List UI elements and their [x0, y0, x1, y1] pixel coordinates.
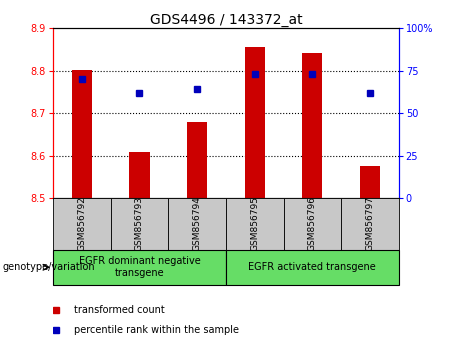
- Text: EGFR activated transgene: EGFR activated transgene: [248, 262, 376, 272]
- Bar: [226, 198, 284, 250]
- Bar: [168, 198, 226, 250]
- Bar: [341, 198, 399, 250]
- Bar: [302, 52, 322, 198]
- Bar: [111, 198, 168, 250]
- Text: genotype/variation: genotype/variation: [2, 262, 95, 272]
- Text: EGFR dominant negative
transgene: EGFR dominant negative transgene: [78, 256, 201, 278]
- Bar: [187, 122, 207, 198]
- Bar: [53, 250, 226, 285]
- Text: GSM856797: GSM856797: [366, 196, 374, 251]
- Text: GSM856794: GSM856794: [193, 196, 201, 251]
- Text: percentile rank within the sample: percentile rank within the sample: [74, 325, 239, 336]
- Bar: [72, 70, 92, 198]
- Text: GSM856792: GSM856792: [77, 196, 86, 251]
- Bar: [53, 198, 111, 250]
- Bar: [360, 166, 380, 198]
- Title: GDS4496 / 143372_at: GDS4496 / 143372_at: [149, 13, 302, 27]
- Bar: [226, 250, 399, 285]
- Text: GSM856796: GSM856796: [308, 196, 317, 251]
- Text: transformed count: transformed count: [74, 305, 165, 315]
- Text: GSM856793: GSM856793: [135, 196, 144, 251]
- Bar: [245, 47, 265, 198]
- Bar: [284, 198, 341, 250]
- Bar: [130, 152, 149, 198]
- Text: GSM856795: GSM856795: [250, 196, 259, 251]
